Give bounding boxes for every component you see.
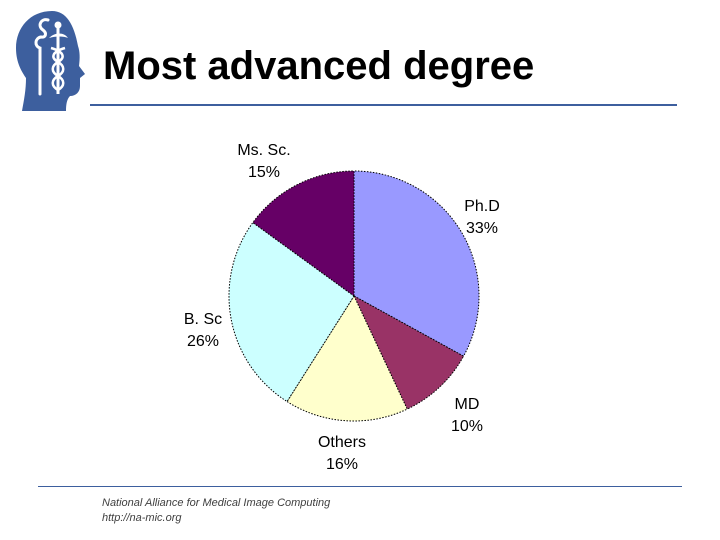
footer-divider: [38, 486, 682, 487]
slice-value-b-sc: 26%: [187, 333, 219, 350]
footer: National Alliance for Medical Image Comp…: [102, 496, 330, 526]
slice-label-md: MD: [455, 396, 480, 413]
slice-value-others: 16%: [326, 456, 358, 473]
slicer-head-caduceus-icon: [16, 11, 85, 111]
logo: [10, 8, 90, 113]
slice-label-b-sc: B. Sc: [184, 311, 222, 328]
slice-label-others: Others: [318, 434, 366, 451]
pie-slice-ms-sc: [252, 170, 355, 297]
pie-slice-b-sc: [228, 221, 355, 403]
footer-url: http://na-mic.org: [102, 512, 182, 524]
slice-value-md: 10%: [451, 418, 483, 435]
slice-value-ms-sc: 15%: [248, 164, 280, 181]
pie-slice-others: [286, 294, 408, 422]
footer-organization: National Alliance for Medical Image Comp…: [102, 497, 331, 509]
pie-slice-md: [352, 294, 465, 410]
title-divider: [90, 104, 677, 106]
slice-value-ph-d: 33%: [466, 220, 498, 237]
slice-label-ph-d: Ph.D: [464, 198, 500, 215]
pie-slice-ph-d: [353, 170, 480, 357]
slice-label-ms-sc: Ms. Sc.: [237, 142, 290, 159]
page-title: Most advanced degree: [103, 44, 535, 88]
